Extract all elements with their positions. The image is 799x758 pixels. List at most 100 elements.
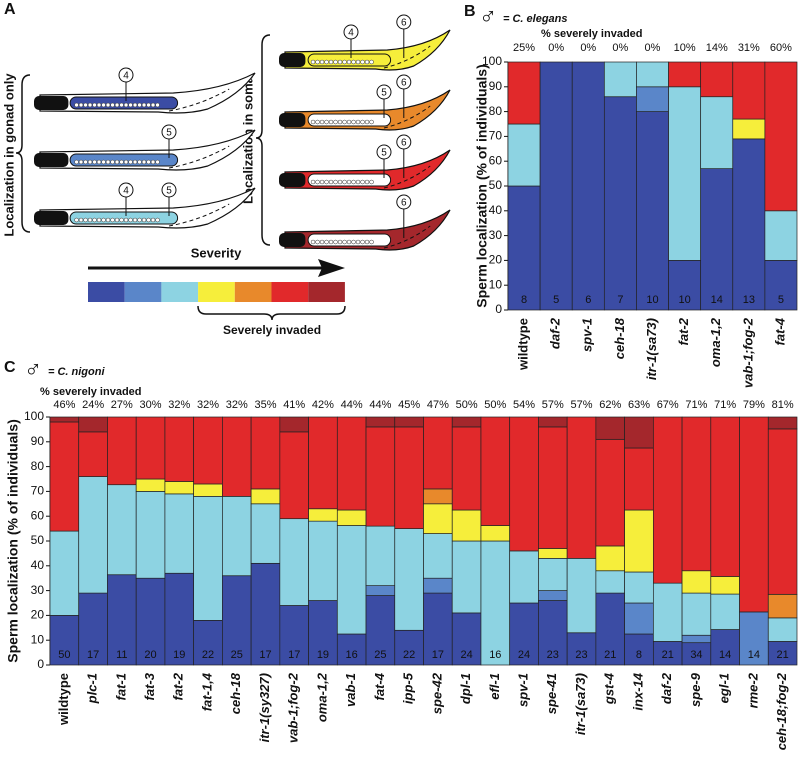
sperm [324, 119, 329, 125]
sperm [132, 102, 138, 108]
sperm [83, 217, 88, 223]
y-tick-label: 0 [495, 302, 502, 316]
y-tick-label: 0 [37, 657, 44, 671]
x-tick-label: vab-1 [343, 673, 358, 707]
n-label: 19 [173, 649, 185, 661]
bar-segment [538, 416, 568, 428]
bar-segment [624, 602, 654, 635]
severity-swatch [308, 282, 345, 302]
bar-segment [764, 61, 798, 212]
bar-segment [78, 476, 108, 594]
sperm [328, 239, 334, 245]
marker-number: 5 [381, 148, 387, 159]
sperm [337, 119, 343, 125]
bar-segment [732, 61, 766, 120]
bar-segment [135, 491, 166, 579]
x-tick-label: spe-9 [688, 672, 703, 707]
x-tick-label: spe-41 [544, 673, 559, 714]
bar-segment [423, 592, 453, 666]
bar-segment [681, 592, 712, 636]
bar-segment [308, 416, 338, 510]
severity-header: % severely invaded [40, 386, 142, 398]
worm-tail [279, 173, 306, 187]
bar-segment [652, 582, 683, 642]
n-label: 17 [87, 649, 99, 661]
bar-segment [250, 416, 281, 490]
sperm [101, 217, 106, 223]
bar-segment [507, 185, 541, 311]
severity-value: 42% [312, 399, 334, 411]
sperm [337, 179, 343, 185]
severity-value: 67% [657, 399, 679, 411]
bar-segment [451, 509, 482, 542]
bar-segment [279, 416, 309, 433]
n-label: 13 [743, 294, 755, 306]
x-tick-label: efl-1 [487, 673, 502, 700]
bar-segment [107, 416, 137, 486]
bar-segment [507, 61, 541, 125]
y-tick-label: 20 [489, 253, 503, 267]
n-label: 16 [346, 649, 358, 661]
sperm [110, 159, 115, 165]
severity-swatch [234, 282, 272, 302]
y-tick-label: 10 [489, 277, 503, 291]
sperm [319, 239, 325, 245]
n-label: 16 [489, 649, 501, 661]
marker-circle [118, 182, 134, 198]
bar-segment [624, 633, 654, 666]
sperm [315, 59, 320, 65]
sperm [137, 217, 142, 223]
sperm [369, 119, 374, 125]
sperm [78, 217, 84, 223]
bar-segment [595, 570, 625, 594]
sperm [315, 119, 320, 125]
bar-segment [394, 416, 424, 428]
marker-circle [396, 194, 412, 210]
marker-number: 4 [123, 186, 129, 197]
bar-segment [279, 431, 309, 520]
x-tick-label: spe-42 [429, 672, 444, 714]
sperm [105, 102, 111, 108]
y-tick-label: 20 [31, 608, 45, 622]
sperm [87, 217, 93, 223]
y-tick-label: 10 [31, 632, 45, 646]
sperm [155, 159, 160, 165]
x-tick-label: itr-1(sa73) [573, 673, 588, 735]
bar-segment [624, 509, 654, 573]
sperm [337, 239, 343, 245]
sperm [364, 179, 370, 185]
bar-segment [538, 548, 568, 559]
x-tick-label: gst-4 [602, 672, 617, 705]
x-tick-label: fat-1 [113, 673, 128, 700]
sperm [105, 159, 111, 165]
y-tick-label: 90 [489, 79, 503, 93]
bar-segment [480, 416, 511, 526]
sperm [351, 59, 356, 65]
sperm [96, 102, 102, 108]
severity-value: 35% [254, 399, 276, 411]
severity-swatch [271, 282, 309, 302]
bar-segment [107, 484, 137, 576]
y-tick-label: 50 [31, 533, 45, 547]
sperm [150, 217, 156, 223]
sperm [369, 239, 374, 245]
bar-segment [308, 600, 338, 666]
bar-segment [566, 558, 597, 634]
sperm [346, 179, 352, 185]
gonad [69, 211, 179, 225]
bar-segment [652, 416, 683, 584]
bar-segment [624, 416, 654, 449]
bar-segment [423, 416, 453, 490]
bar-segment [566, 416, 597, 559]
sperm [119, 159, 124, 165]
sperm [324, 239, 329, 245]
y-tick-label: 50 [489, 178, 503, 192]
n-label: 17 [432, 649, 444, 661]
sperm [74, 217, 79, 223]
sperm [137, 159, 142, 165]
worm-tail [34, 96, 69, 110]
bar-segment [250, 488, 281, 505]
worm-tail [34, 153, 69, 167]
sperm [328, 59, 334, 65]
marker-circle [161, 124, 177, 140]
